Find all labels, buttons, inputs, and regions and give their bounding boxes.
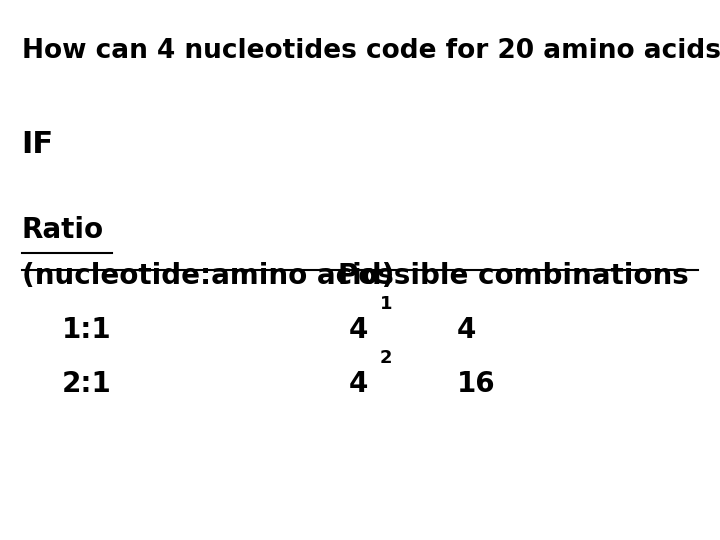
Text: (nucleotide:amino acid): (nucleotide:amino acid) (22, 262, 394, 290)
Text: 4: 4 (349, 316, 369, 344)
Text: 4: 4 (349, 370, 369, 398)
Text: IF: IF (22, 130, 54, 159)
Text: 1: 1 (379, 295, 392, 313)
Text: 16: 16 (457, 370, 496, 398)
Text: Possible combinations: Possible combinations (338, 262, 689, 290)
Text: 1:1: 1:1 (62, 316, 111, 344)
Text: 4: 4 (457, 316, 477, 344)
Text: How can 4 nucleotides code for 20 amino acids?: How can 4 nucleotides code for 20 amino … (22, 38, 720, 64)
Text: 2:1: 2:1 (61, 370, 112, 398)
Text: 2: 2 (379, 349, 392, 367)
Text: Ratio: Ratio (22, 216, 104, 244)
